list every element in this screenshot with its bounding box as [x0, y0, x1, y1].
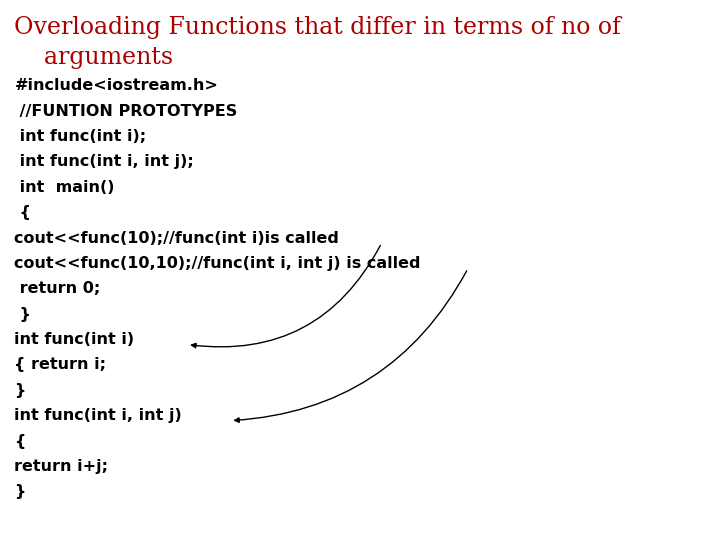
Text: Overloading Functions that differ in terms of no of: Overloading Functions that differ in ter… — [14, 16, 621, 39]
Text: #include<iostream.h>: #include<iostream.h> — [14, 78, 218, 93]
Text: //FUNTION PROTOTYPES: //FUNTION PROTOTYPES — [14, 104, 238, 119]
Text: }: } — [14, 307, 32, 322]
Text: int func(int i): int func(int i) — [14, 332, 135, 347]
Text: int  main(): int main() — [14, 180, 115, 195]
Text: return i+j;: return i+j; — [14, 459, 109, 474]
Text: cout<<func(10);//func(int i)is called: cout<<func(10);//func(int i)is called — [14, 231, 339, 246]
Text: arguments: arguments — [14, 46, 174, 69]
Text: cout<<func(10,10);//func(int i, int j) is called: cout<<func(10,10);//func(int i, int j) i… — [14, 256, 421, 271]
Text: }: } — [14, 484, 26, 500]
Text: {: { — [14, 434, 26, 449]
Text: { return i;: { return i; — [14, 357, 107, 373]
Text: int func(int i, int j);: int func(int i, int j); — [14, 154, 194, 170]
Text: int func(int i);: int func(int i); — [14, 129, 147, 144]
Text: {: { — [14, 205, 32, 220]
Text: return 0;: return 0; — [14, 281, 101, 296]
Text: }: } — [14, 383, 26, 398]
Text: int func(int i, int j): int func(int i, int j) — [14, 408, 182, 423]
